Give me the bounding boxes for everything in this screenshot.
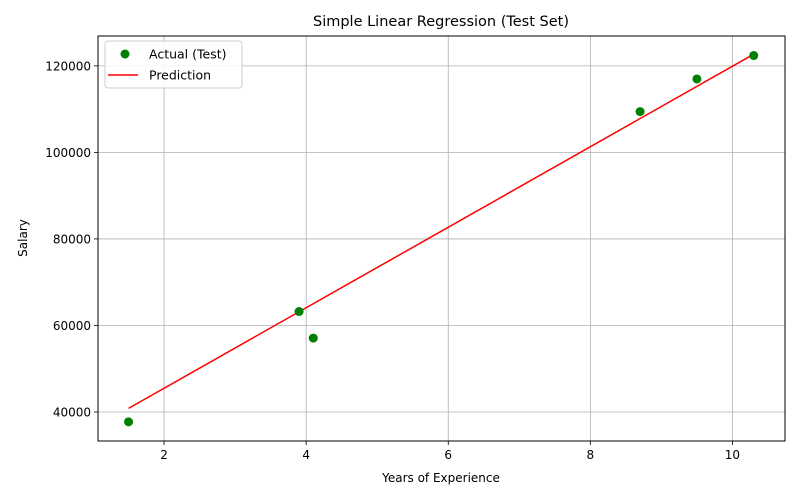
plot-frame xyxy=(97,35,786,442)
prediction-line xyxy=(128,53,755,410)
y-tick-label: 80000 xyxy=(53,232,91,246)
actual-test-point xyxy=(124,417,134,427)
x-axis-ticks: 2 4 6 8 10 xyxy=(160,441,740,462)
actual-test-point xyxy=(749,51,759,61)
x-tick-label: 8 xyxy=(587,448,595,462)
actual-test-point xyxy=(308,333,318,343)
chart-title: Simple Linear Regression (Test Set) xyxy=(313,14,569,30)
x-axis-label: Years of Experience xyxy=(381,471,500,485)
legend-box xyxy=(104,40,243,89)
x-tick-label: 6 xyxy=(444,448,452,462)
y-axis-ticks: 40000 60000 80000 100000 120000 xyxy=(45,59,98,420)
y-tick-label: 120000 xyxy=(45,59,91,73)
y-tick-label: 40000 xyxy=(53,406,91,420)
actual-test-point xyxy=(635,107,645,117)
actual-test-point xyxy=(294,307,304,317)
y-axis-label: Salary xyxy=(16,219,30,257)
legend-prediction-label: Prediction xyxy=(149,68,211,83)
legend-actual-label: Actual (Test) xyxy=(149,47,227,62)
legend: Actual (Test) Prediction xyxy=(104,40,243,89)
legend-actual-marker xyxy=(120,49,130,59)
y-tick-label: 100000 xyxy=(45,146,91,160)
plot-marks xyxy=(124,51,759,427)
y-tick-label: 60000 xyxy=(53,319,91,333)
x-tick-label: 4 xyxy=(302,448,310,462)
x-tick-label: 10 xyxy=(725,448,740,462)
actual-test-point xyxy=(692,74,702,84)
grid xyxy=(98,36,785,441)
x-tick-label: 2 xyxy=(160,448,168,462)
